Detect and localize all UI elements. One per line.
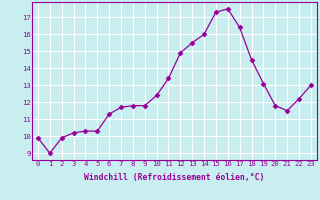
X-axis label: Windchill (Refroidissement éolien,°C): Windchill (Refroidissement éolien,°C) [84, 173, 265, 182]
